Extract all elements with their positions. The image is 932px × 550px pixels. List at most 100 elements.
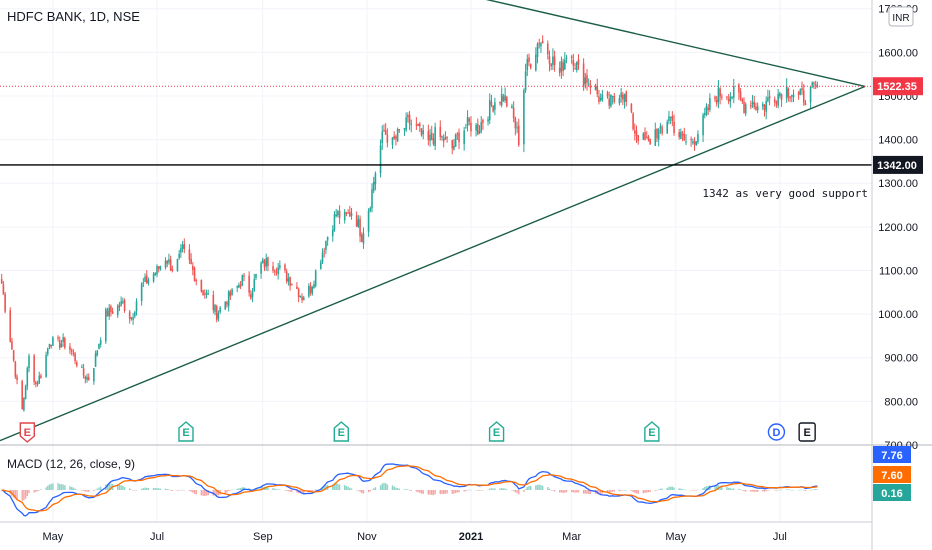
candle — [705, 103, 708, 117]
candle — [743, 97, 745, 114]
macd-histogram-bar — [265, 486, 267, 490]
candle — [666, 119, 669, 134]
macd-histogram-bar — [98, 487, 100, 490]
earnings-marker[interactable]: E — [488, 421, 505, 442]
currency-button[interactable]: INR — [888, 6, 914, 27]
candle — [683, 127, 686, 141]
candle — [314, 269, 317, 288]
macd-histogram-bar — [499, 488, 501, 490]
candle-body — [384, 130, 387, 135]
candle — [299, 295, 302, 298]
earnings-marker[interactable]: E — [798, 422, 816, 442]
macd-histogram-bar — [93, 490, 95, 492]
candle — [36, 380, 39, 387]
candle-body — [250, 294, 252, 299]
candle — [236, 285, 238, 293]
candle — [499, 101, 501, 106]
candle-body — [705, 105, 708, 115]
candle — [200, 279, 203, 293]
macd-histogram-bar — [564, 490, 566, 493]
earnings-marker[interactable]: E — [644, 421, 660, 442]
candle — [813, 81, 815, 89]
macd-histogram-bar — [599, 490, 602, 495]
candle-body — [453, 145, 455, 150]
candle — [62, 333, 64, 347]
dividend-marker[interactable]: D — [767, 423, 786, 441]
candle — [681, 130, 684, 142]
macd-histogram-bar — [669, 486, 672, 490]
candle — [255, 273, 257, 281]
y-tick-label: 900.00 — [884, 353, 918, 365]
candle — [540, 41, 542, 53]
candle-body — [468, 118, 471, 122]
candle-body — [681, 134, 684, 136]
candle-body — [420, 128, 423, 136]
macd-histogram-bar — [60, 484, 63, 490]
earnings-marker[interactable]: E — [19, 422, 36, 443]
earnings-marker[interactable]: E — [178, 421, 194, 442]
candle-body — [12, 350, 15, 361]
lower-trendline[interactable] — [0, 85, 866, 442]
macd-histogram-bar — [419, 490, 421, 493]
candle-body — [488, 99, 491, 121]
x-tick-label: Sep — [253, 531, 273, 543]
macd-histogram-bar — [134, 490, 136, 491]
macd-histogram-bar — [697, 489, 699, 491]
candle-body — [229, 291, 232, 297]
candle — [384, 123, 387, 135]
macd-histogram-bar — [178, 490, 180, 491]
candle — [790, 94, 793, 103]
candle — [680, 128, 682, 140]
candle — [273, 269, 276, 276]
candle-body — [572, 60, 575, 66]
candle-body — [287, 278, 290, 282]
candle — [458, 128, 460, 150]
candle-body — [601, 94, 604, 100]
candle — [263, 259, 266, 271]
macd-histogram-bar — [391, 485, 394, 490]
candle — [395, 134, 397, 146]
candle — [372, 176, 375, 194]
support-annotation[interactable]: 1342 as very good support — [702, 187, 868, 200]
macd-histogram-bar — [427, 490, 430, 495]
candle — [108, 303, 111, 320]
candle — [193, 266, 196, 282]
candle — [596, 78, 599, 98]
upper-trendline[interactable] — [147, 0, 866, 88]
macd-histogram-bar — [535, 485, 537, 490]
macd-histogram-bar — [572, 490, 575, 493]
candle — [741, 97, 744, 104]
earnings-marker[interactable]: E — [333, 421, 349, 442]
macd-histogram-bar — [727, 487, 730, 490]
candle — [52, 335, 54, 346]
candle — [456, 131, 459, 141]
macd-histogram-bar — [618, 490, 621, 492]
candle — [374, 171, 377, 191]
candle-body — [611, 95, 614, 97]
macd-histogram-bar — [84, 490, 87, 492]
candle — [277, 262, 279, 280]
candle — [50, 344, 52, 349]
candle-body — [751, 102, 754, 105]
candle — [215, 304, 218, 323]
x-tick-label: May — [665, 531, 686, 543]
candle — [654, 122, 657, 146]
candle — [166, 260, 169, 268]
macd-histogram-bar — [536, 484, 539, 490]
candle — [156, 264, 158, 278]
candle-body — [314, 270, 317, 286]
candle-body — [739, 91, 742, 99]
candle-body — [620, 92, 622, 98]
macd-histogram-bar — [408, 490, 411, 491]
macd-histogram-bar — [106, 483, 109, 490]
candle — [4, 292, 6, 314]
candle — [212, 290, 215, 314]
candle-body — [156, 265, 158, 275]
candle-body — [792, 94, 795, 98]
candle-body — [661, 127, 663, 134]
macd-value-badge: 0.16 — [873, 484, 911, 501]
candle-body — [511, 106, 513, 109]
candle — [538, 38, 541, 49]
candle-body — [622, 94, 624, 100]
